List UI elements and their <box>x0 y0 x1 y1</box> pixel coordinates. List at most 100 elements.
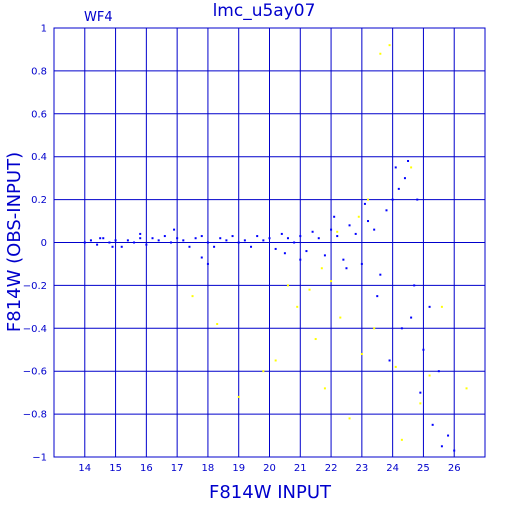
panel-label: WF4 <box>84 10 113 25</box>
blue-point <box>397 187 400 190</box>
x-tick-label: 17 <box>171 463 184 474</box>
blue-point <box>176 237 179 240</box>
blue-point <box>188 245 191 248</box>
blue-point <box>388 359 391 362</box>
blue-point <box>213 245 216 248</box>
blue-point <box>194 237 197 240</box>
blue-point <box>317 237 320 240</box>
blue-point <box>151 237 154 240</box>
blue-point <box>311 230 314 233</box>
x-tick-label: 15 <box>109 463 122 474</box>
yellow-point <box>336 230 339 233</box>
blue-point <box>173 228 176 231</box>
yellow-point <box>410 166 413 169</box>
blue-point <box>286 237 289 240</box>
yellow-point <box>379 52 382 55</box>
blue-point <box>410 316 413 319</box>
blue-point <box>379 273 382 276</box>
blue-point <box>447 434 450 437</box>
x-tick-label: 16 <box>140 463 153 474</box>
yellow-point <box>394 365 397 368</box>
y-axis-tick-labels: −1 −0.8 −0.6 −0.4 −0.2 0 0.2 0.4 0.6 0.8 1 <box>23 24 47 464</box>
y-tick-label: 0 <box>41 238 47 249</box>
blue-point <box>206 241 209 244</box>
yellow-point <box>400 438 403 441</box>
y-tick-label: −1 <box>32 453 47 464</box>
blue-point <box>250 245 253 248</box>
blue-point <box>108 241 111 244</box>
yellow-point <box>465 387 468 390</box>
yellow-points-series <box>191 44 468 441</box>
yellow-point <box>440 305 443 308</box>
blue-point <box>323 254 326 257</box>
blue-point <box>126 239 129 242</box>
blue-point <box>348 224 351 227</box>
blue-point <box>200 235 203 238</box>
x-tick-label: 25 <box>417 463 430 474</box>
y-tick-label: 0.4 <box>31 152 47 163</box>
yellow-point <box>320 267 323 270</box>
blue-point <box>373 228 376 231</box>
blue-point <box>336 235 339 238</box>
blue-point <box>428 305 431 308</box>
blue-point <box>243 239 246 242</box>
blue-point <box>407 159 410 162</box>
yellow-point <box>388 44 391 47</box>
blue-point <box>453 449 456 452</box>
blue-point <box>231 235 234 238</box>
blue-point <box>431 423 434 426</box>
yellow-point <box>191 295 194 298</box>
blue-point <box>400 327 403 330</box>
blue-point <box>354 232 357 235</box>
blue-point <box>385 209 388 212</box>
blue-point <box>268 237 271 240</box>
blue-point <box>256 235 259 238</box>
blue-point <box>102 237 105 240</box>
x-tick-label: 14 <box>78 463 91 474</box>
yellow-point <box>360 353 363 356</box>
plot-frame <box>53 27 486 458</box>
yellow-point <box>339 316 342 319</box>
blue-point <box>157 239 160 242</box>
blue-point <box>139 237 142 240</box>
yellow-point <box>216 323 219 326</box>
blue-point <box>120 245 123 248</box>
x-tick-label: 20 <box>263 463 276 474</box>
blue-point <box>114 239 117 242</box>
blue-point <box>422 348 425 351</box>
blue-point <box>299 258 302 261</box>
blue-point <box>413 284 416 287</box>
y-tick-label: 1 <box>41 24 47 35</box>
x-tick-label: 23 <box>355 463 368 474</box>
blue-point <box>376 295 379 298</box>
y-tick-label: −0.8 <box>23 410 47 421</box>
blue-point <box>206 262 209 265</box>
blue-point <box>111 245 114 248</box>
blue-point <box>237 241 240 244</box>
x-tick-label: 21 <box>294 463 307 474</box>
yellow-point <box>314 338 317 341</box>
blue-point <box>437 370 440 373</box>
x-tick-label: 26 <box>448 463 461 474</box>
blue-point <box>345 267 348 270</box>
x-tick-label: 22 <box>325 463 338 474</box>
yellow-point <box>274 359 277 362</box>
yellow-point <box>308 288 311 291</box>
blue-point <box>163 235 166 238</box>
blue-point <box>274 247 277 250</box>
yellow-point <box>237 395 240 398</box>
blue-point <box>169 241 172 244</box>
y-tick-label: −0.2 <box>23 281 47 292</box>
blue-point <box>280 232 283 235</box>
y-axis-label: F814W (OBS-INPUT) <box>4 152 25 332</box>
blue-point <box>440 445 443 448</box>
x-axis-tick-labels: 14 15 16 17 18 19 20 21 22 23 24 25 26 <box>78 463 460 474</box>
yellow-point <box>357 215 360 218</box>
blue-point <box>394 166 397 169</box>
blue-point <box>89 239 92 242</box>
y-tick-label: 0.2 <box>31 195 47 206</box>
x-tick-label: 24 <box>386 463 399 474</box>
x-tick-label: 19 <box>232 463 245 474</box>
